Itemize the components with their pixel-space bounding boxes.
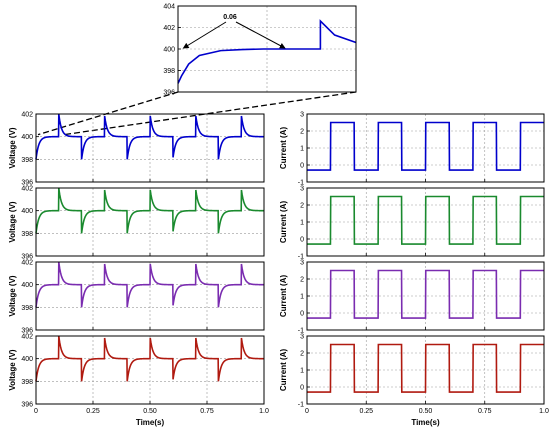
current-4-xtick-label-3: 0.75	[478, 408, 492, 415]
voltage-2-ytick-label-1: 398	[21, 231, 33, 238]
voltage-3-series-line	[35, 261, 264, 308]
voltage-4-xtick-label-2: 0.50	[143, 408, 157, 415]
current-2-ytick-label-3: 2	[300, 203, 304, 210]
current-4-ytick-label-2: 1	[300, 368, 304, 375]
current-3-series-line	[307, 269, 544, 319]
current-4-xlabel: Time(s)	[411, 418, 440, 427]
voltage-1-panel: 396 398 400 402 Voltage (V)	[8, 112, 265, 187]
current-2-panel: -1 0 1 2 3 Current (A)	[279, 186, 545, 261]
current-3-panel: -1 0 1 2 3 Current (A)	[279, 260, 545, 335]
voltage-1-ylabel: Voltage (V)	[8, 127, 17, 169]
current-3-ytick-label-2: 1	[300, 294, 304, 301]
inset-ytick-label-1: 398	[163, 68, 175, 75]
current-4-xtick-label-1: 0.25	[359, 408, 373, 415]
voltage-2-ylabel: Voltage (V)	[8, 201, 17, 243]
current-4-series-line	[307, 343, 544, 393]
voltage-2-ytick-label-2: 400	[21, 208, 33, 215]
voltage-4-xtick-label-1: 0.25	[86, 408, 100, 415]
current-1-ytick-label-1: 0	[300, 163, 304, 170]
current-4-ytick-label-3: 2	[300, 351, 304, 358]
voltage-3-ytick-label-1: 398	[21, 305, 33, 312]
voltage-1-ytick-label-3: 402	[21, 112, 33, 119]
current-1-series-line	[307, 121, 544, 171]
inset-series-line	[177, 19, 357, 84]
inset-ytick-label-2: 400	[163, 47, 175, 54]
voltage-1-series-line	[35, 113, 264, 160]
voltage-4-ytick-label-0: 396	[21, 402, 33, 409]
zoom-inset-chart: 396 398 400 402 404 0.06	[163, 4, 357, 97]
current-1-ytick-label-2: 1	[300, 146, 304, 153]
inset-arrow-left	[182, 21, 227, 49]
inset-arrow-right	[235, 21, 286, 49]
voltage-2-ytick-label-3: 402	[21, 186, 33, 193]
voltage-4-ytick-label-3: 402	[21, 334, 33, 341]
current-4-ytick-label-0: -1	[298, 402, 304, 409]
current-3-ytick-label-4: 3	[300, 260, 304, 267]
connector-right	[63, 91, 357, 136]
current-3-ytick-label-1: 0	[300, 311, 304, 318]
voltage-4-xtick-label-0: 0	[34, 408, 38, 415]
current-2-ytick-label-1: 0	[300, 237, 304, 244]
current-2-ytick-label-4: 3	[300, 186, 304, 193]
voltage-4-xtick-label-3: 0.75	[200, 408, 214, 415]
voltage-3-ytick-label-2: 400	[21, 282, 33, 289]
voltage-4-xlabel: Time(s)	[136, 418, 165, 427]
inset-ytick-label-3: 402	[163, 25, 175, 32]
current-1-ytick-label-0: -1	[298, 180, 304, 187]
voltage-panels: 396 398 400 402 Voltage (V) 396 398 400 402 Volta…	[8, 112, 269, 428]
current-1-ylabel: Current (A)	[279, 127, 288, 170]
voltage-3-panel: 396 398 400 402 Voltage (V)	[8, 260, 265, 335]
current-4-xtick-label-0: 0	[305, 408, 309, 415]
voltage-4-ylabel: Voltage (V)	[8, 349, 17, 391]
current-1-ytick-label-3: 2	[300, 129, 304, 136]
voltage-2-series-line	[35, 187, 264, 234]
current-2-ytick-label-0: -1	[298, 254, 304, 261]
inset-annotation-label: 0.06	[223, 14, 237, 21]
voltage-2-panel: 396 398 400 402 Voltage (V)	[8, 186, 265, 261]
current-3-ylabel: Current (A)	[279, 275, 288, 318]
current-4-xtick-label-4: 1.0	[539, 408, 549, 415]
current-4-xtick-label-2: 0.50	[419, 408, 433, 415]
current-2-ytick-label-2: 1	[300, 220, 304, 227]
current-2-ylabel: Current (A)	[279, 201, 288, 244]
current-2-series-line	[307, 195, 544, 245]
inset-ytick-label-0: 396	[163, 90, 175, 97]
current-4-ytick-label-1: 0	[300, 385, 304, 392]
current-3-ytick-label-3: 2	[300, 277, 304, 284]
voltage-4-panel: 396 398 400 402 Voltage (V) 0 0.25 0.50 0.75 1.0 T…	[8, 334, 269, 428]
zoom-connectors	[37, 91, 357, 136]
voltage-4-series-line	[35, 335, 264, 382]
current-1-panel: -1 0 1 2 3 Current (A)	[279, 112, 545, 187]
voltage-3-ytick-label-0: 396	[21, 328, 33, 335]
current-3-ytick-label-0: -1	[298, 328, 304, 335]
current-1-ytick-label-4: 3	[300, 112, 304, 119]
voltage-2-ytick-label-0: 396	[21, 254, 33, 261]
voltage-3-ylabel: Voltage (V)	[8, 275, 17, 317]
voltage-4-ytick-label-2: 400	[21, 356, 33, 363]
current-4-ytick-label-4: 3	[300, 334, 304, 341]
voltage-4-ytick-label-1: 398	[21, 379, 33, 386]
inset-ytick-label-4: 404	[163, 4, 175, 11]
voltage-1-ytick-label-2: 400	[21, 134, 33, 141]
voltage-3-ytick-label-3: 402	[21, 260, 33, 267]
voltage-1-ytick-label-0: 396	[21, 180, 33, 187]
current-4-ylabel: Current (A)	[279, 349, 288, 392]
voltage-1-ytick-label-1: 398	[21, 157, 33, 164]
voltage-4-xtick-label-4: 1.0	[259, 408, 269, 415]
